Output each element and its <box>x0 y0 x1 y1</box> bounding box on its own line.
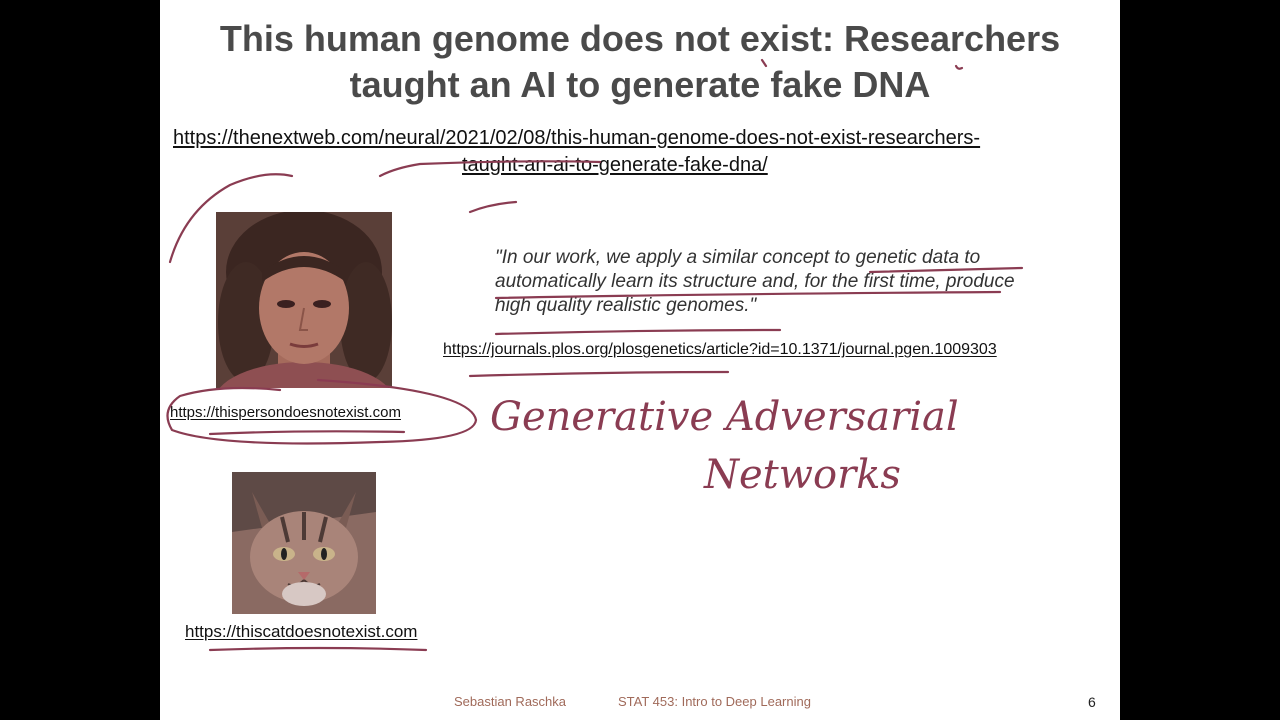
quote-line2: automatically learn its structure and, f… <box>495 271 1015 292</box>
paper-quote: "In our work, we apply a similar concept… <box>495 246 1015 318</box>
cat-url-link[interactable]: https://thiscatdoesnotexist.com <box>185 622 418 641</box>
footer-course: STAT 453: Intro to Deep Learning <box>618 694 811 709</box>
slide: This human genome does not exist: Resear… <box>160 0 1120 720</box>
footer-author: Sebastian Raschka <box>454 694 567 709</box>
person-photo <box>216 212 392 388</box>
article-url-line1[interactable]: https://thenextweb.com/neural/2021/02/08… <box>173 127 981 149</box>
plos-article-link[interactable]: https://journals.plos.org/plosgenetics/a… <box>443 341 997 358</box>
article-url-line2[interactable]: taught-an-ai-to-generate-fake-dna/ <box>462 154 768 176</box>
cat-photo <box>232 472 376 614</box>
slide-title-line1: This human genome does not exist: Resear… <box>219 18 1061 59</box>
quote-line3: high quality realistic genomes." <box>495 295 757 316</box>
page-number: 6 <box>1088 694 1096 710</box>
slide-title-line2: taught an AI to generate fake DNA <box>349 64 931 105</box>
person-url-link[interactable]: https://thispersondoesnotexist.com <box>170 404 401 421</box>
quote-line1: "In our work, we apply a similar concept… <box>495 247 981 268</box>
